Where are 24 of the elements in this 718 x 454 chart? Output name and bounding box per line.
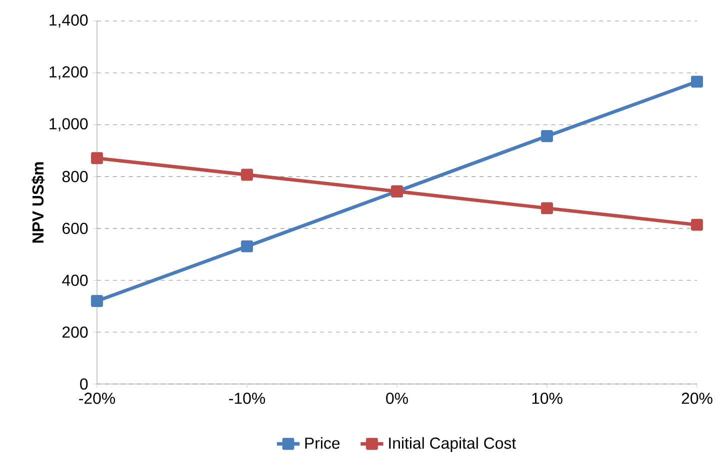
y-tick-label: 600 [62,222,88,234]
point [541,130,553,142]
point [241,168,253,181]
y-tick-label: 1,400 [50,14,88,28]
point [691,76,703,88]
x-tick-label: -10% [229,392,266,404]
x-tick-label: 0% [386,392,408,404]
y-tick-label: 800 [62,170,88,182]
legend-label: Price [305,437,340,449]
y-tick-label: 200 [62,326,88,338]
point [91,295,103,308]
y-tick-label: 400 [62,274,88,286]
point [541,202,553,214]
x-tick-label: 20% [682,392,712,404]
point [241,240,253,252]
legend-label: Initial Capital Cost [389,437,516,452]
x-tick-label: 10% [532,392,562,404]
y-tick-label: 1,000 [50,118,88,132]
y-axis-title: NPV US$m [32,162,45,243]
point [691,218,703,231]
point [91,152,103,164]
x-tick-label: -20% [79,392,116,404]
y-tick-label: 0 [80,378,88,390]
y-tick-label: 1,200 [50,66,88,80]
